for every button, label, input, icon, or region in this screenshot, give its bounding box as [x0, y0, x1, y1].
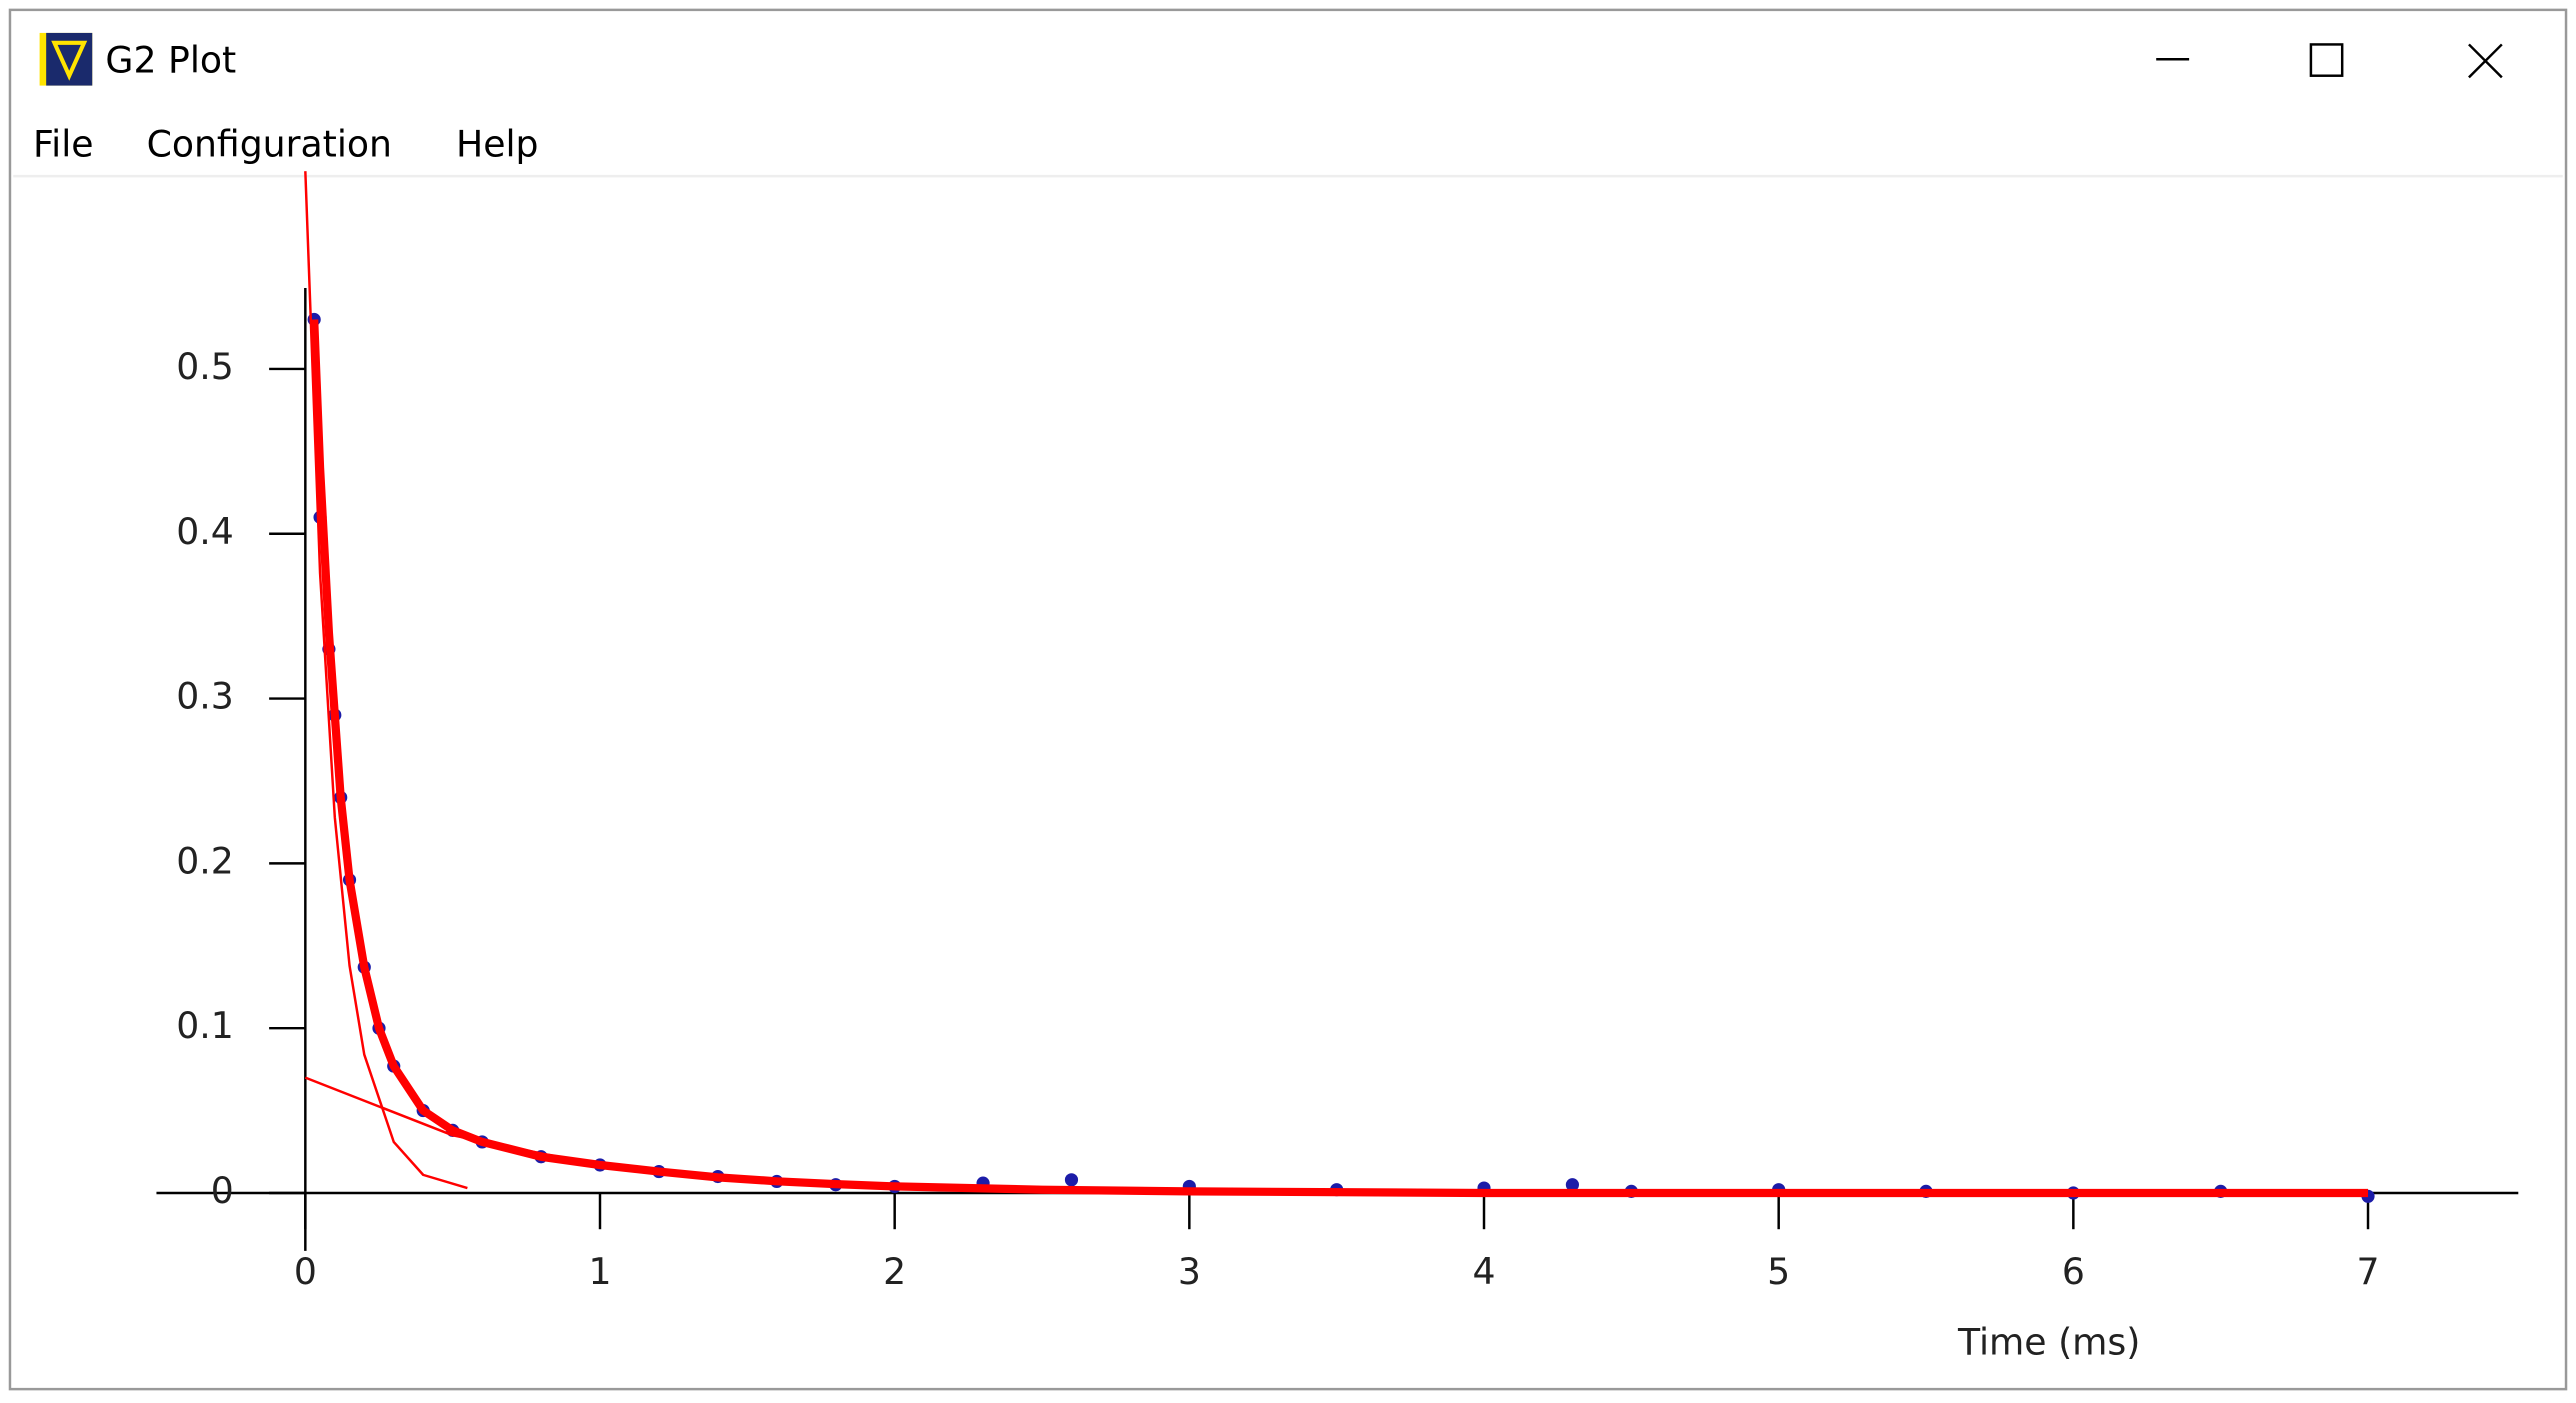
- y-tick-label: 0.3: [176, 675, 234, 718]
- close-button[interactable]: [2468, 43, 2503, 79]
- x-tick-label: 4: [1472, 1250, 1495, 1293]
- y-tick-label: 0: [211, 1169, 234, 1212]
- x-tick-label: 7: [2357, 1250, 2380, 1293]
- menu-item[interactable]: File: [33, 122, 94, 165]
- x-tick-label: 2: [883, 1250, 906, 1293]
- x-tick-label: 3: [1178, 1250, 1201, 1293]
- y-tick-label: 0.4: [176, 510, 234, 553]
- app-icon-glyph: [51, 40, 88, 81]
- fit-line: [310, 319, 2369, 1198]
- window-frame: [8, 8, 2568, 1391]
- window-title: G2 Plot: [105, 39, 236, 82]
- data-point: [1565, 1178, 1579, 1192]
- fit-line: [304, 1076, 1043, 1191]
- plot: 0 0.1 0.2 0.3 0.4 0.5 0 1 2 3 4 5 6 7 Time (ms): [156, 171, 2519, 1364]
- y-tick-label: 0.5: [176, 345, 234, 388]
- y-tick-label: 0.2: [176, 839, 234, 882]
- y-tick-label: 0.1: [176, 1004, 234, 1047]
- x-axis-label: Time (ms): [1957, 1321, 2140, 1364]
- x-tick-label: 1: [588, 1250, 611, 1293]
- fit-line: [304, 171, 468, 1190]
- maximize-button[interactable]: [2309, 43, 2344, 77]
- menu-item[interactable]: Configuration: [147, 122, 392, 165]
- x-tick-label: 5: [1767, 1250, 1790, 1293]
- menu-item[interactable]: Help: [456, 122, 539, 165]
- x-tick-label: 0: [294, 1250, 317, 1293]
- data-point: [1064, 1173, 1079, 1187]
- x-tick-label: 6: [2062, 1250, 2085, 1293]
